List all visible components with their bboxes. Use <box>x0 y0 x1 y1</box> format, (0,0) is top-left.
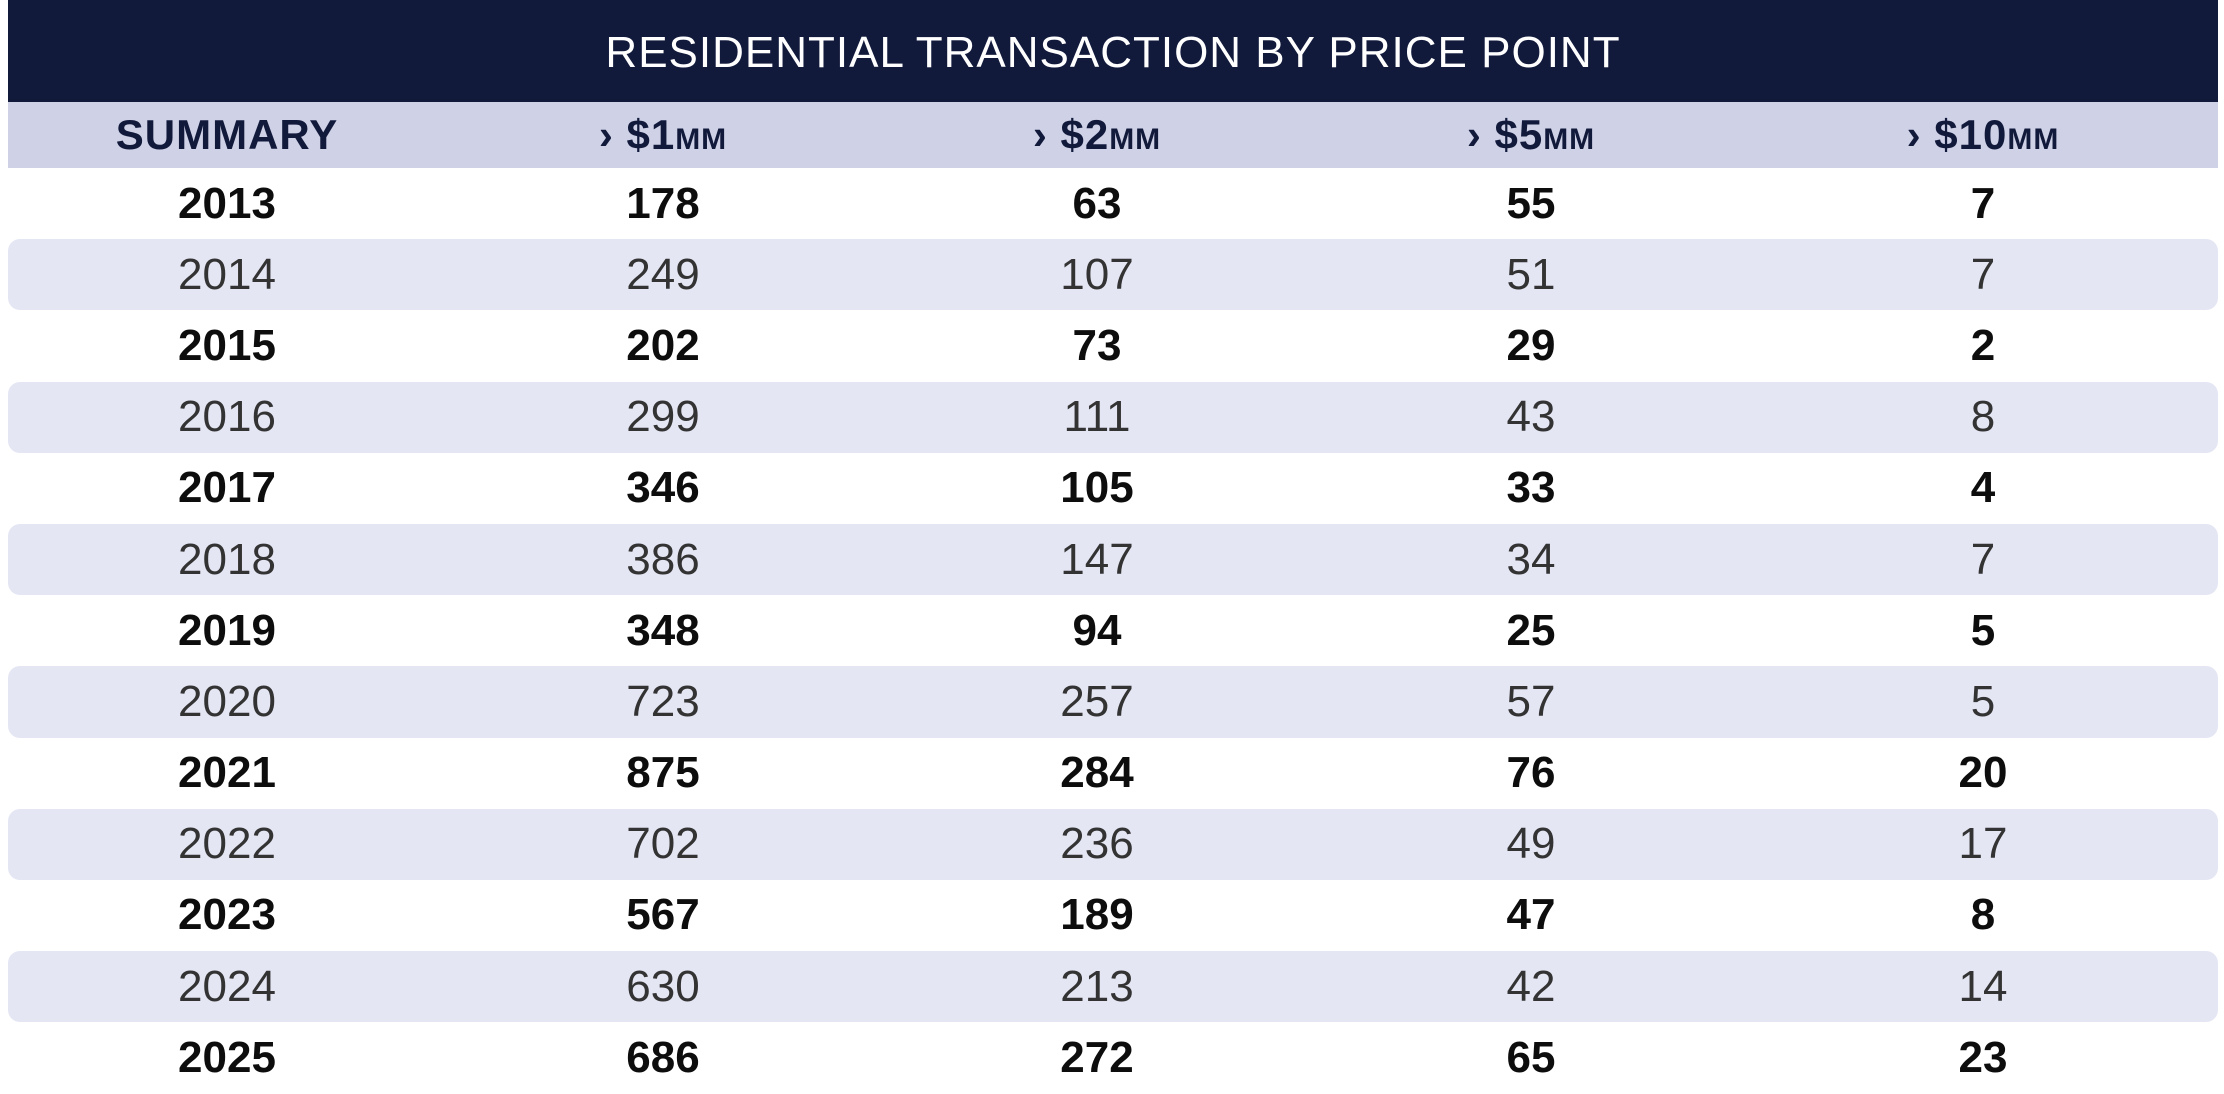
cell-5mm: 51 <box>1506 249 1556 299</box>
cell-2mm: 94 <box>1072 605 1122 655</box>
cell-2mm: 284 <box>1060 748 1134 798</box>
table-row: 2019 348 94 25 5 <box>8 595 2218 667</box>
cell-5mm: 34 <box>1506 534 1556 584</box>
table-row: 2014 249 107 51 7 <box>8 239 2218 311</box>
table-title-bar: RESIDENTIAL TRANSACTION BY PRICE POINT <box>8 0 2218 102</box>
cell-2mm: 63 <box>1072 178 1122 228</box>
cell-10mm: 20 <box>1958 748 2008 798</box>
table-row: 2013 178 63 55 7 <box>8 168 2218 240</box>
cell-1mm: 702 <box>626 819 700 869</box>
header-5mm-unit: MM <box>1543 123 1596 156</box>
cell-5mm: 33 <box>1506 463 1556 513</box>
header-5mm-label: › $5 <box>1466 111 1544 158</box>
cell-1mm: 299 <box>626 392 700 442</box>
cell-5mm: 25 <box>1506 605 1556 655</box>
cell-2mm: 236 <box>1060 819 1134 869</box>
cell-year: 2021 <box>178 748 276 798</box>
cell-5mm: 76 <box>1506 748 1556 798</box>
cell-1mm: 686 <box>626 1032 700 1082</box>
cell-10mm: 5 <box>1970 605 1996 655</box>
cell-1mm: 567 <box>626 890 700 940</box>
header-2mm-label: › $2 <box>1032 111 1110 158</box>
cell-year: 2017 <box>178 463 276 513</box>
table-row: 2018 386 147 34 7 <box>8 523 2218 596</box>
cell-1mm: 723 <box>626 676 700 726</box>
cell-10mm: 7 <box>1970 249 1996 299</box>
header-2mm: › $2MM <box>880 111 1314 159</box>
cell-year: 2024 <box>178 961 276 1011</box>
table-row: 2025 686 272 65 23 <box>8 1022 2218 1094</box>
cell-10mm: 4 <box>1970 463 1996 513</box>
cell-10mm: 14 <box>1958 961 2008 1011</box>
cell-2mm: 73 <box>1072 320 1122 370</box>
cell-1mm: 202 <box>626 320 700 370</box>
cell-2mm: 107 <box>1060 249 1134 299</box>
cell-2mm: 272 <box>1060 1032 1134 1082</box>
cell-10mm: 7 <box>1970 178 1996 228</box>
cell-year: 2013 <box>178 178 276 228</box>
cell-10mm: 17 <box>1958 819 2008 869</box>
transaction-table: RESIDENTIAL TRANSACTION BY PRICE POINT S… <box>8 0 2218 1094</box>
cell-year: 2020 <box>178 676 276 726</box>
cell-10mm: 2 <box>1970 320 1996 370</box>
header-10mm-unit: MM <box>2007 123 2060 156</box>
header-1mm-unit: MM <box>675 123 728 156</box>
header-1mm: › $1MM <box>446 111 880 159</box>
cell-year: 2016 <box>178 392 276 442</box>
cell-1mm: 348 <box>626 605 700 655</box>
cell-5mm: 42 <box>1506 961 1556 1011</box>
table-body: 2013 178 63 55 7 2014 249 107 51 7 2015 … <box>8 168 2218 1094</box>
cell-year: 2018 <box>178 534 276 584</box>
cell-10mm: 23 <box>1958 1032 2008 1082</box>
cell-1mm: 875 <box>626 748 700 798</box>
table-row: 2024 630 213 42 14 <box>8 951 2218 1023</box>
cell-5mm: 47 <box>1506 890 1556 940</box>
cell-year: 2023 <box>178 890 276 940</box>
cell-10mm: 8 <box>1970 392 1996 442</box>
cell-2mm: 105 <box>1060 463 1134 513</box>
cell-10mm: 7 <box>1970 534 1996 584</box>
cell-2mm: 213 <box>1060 961 1134 1011</box>
cell-5mm: 43 <box>1506 392 1556 442</box>
cell-year: 2025 <box>178 1032 276 1082</box>
table-row: 2021 875 284 76 20 <box>8 737 2218 809</box>
cell-2mm: 189 <box>1060 890 1134 940</box>
header-2mm-unit: MM <box>1109 123 1162 156</box>
cell-year: 2015 <box>178 320 276 370</box>
cell-1mm: 249 <box>626 249 700 299</box>
cell-year: 2022 <box>178 819 276 869</box>
cell-1mm: 386 <box>626 534 700 584</box>
header-summary-label: SUMMARY <box>115 111 339 158</box>
cell-5mm: 65 <box>1506 1032 1556 1082</box>
cell-year: 2019 <box>178 605 276 655</box>
header-row: SUMMARY › $1MM › $2MM › $5MM › $10MM <box>8 102 2218 168</box>
cell-1mm: 630 <box>626 961 700 1011</box>
cell-10mm: 8 <box>1970 890 1996 940</box>
cell-2mm: 147 <box>1060 534 1134 584</box>
header-5mm: › $5MM <box>1314 111 1748 159</box>
table-row: 2023 567 189 47 8 <box>8 879 2218 952</box>
cell-10mm: 5 <box>1970 676 1996 726</box>
cell-1mm: 178 <box>626 178 700 228</box>
cell-5mm: 29 <box>1506 320 1556 370</box>
table-row: 2022 702 236 49 17 <box>8 808 2218 880</box>
table-row: 2015 202 73 29 2 <box>8 310 2218 382</box>
table-row: 2017 346 105 33 4 <box>8 452 2218 524</box>
cell-2mm: 257 <box>1060 676 1134 726</box>
cell-year: 2014 <box>178 249 276 299</box>
cell-5mm: 57 <box>1506 676 1556 726</box>
cell-2mm: 111 <box>1063 392 1131 442</box>
header-summary: SUMMARY <box>8 111 446 159</box>
table-row: 2016 299 111 43 8 <box>8 381 2218 453</box>
header-10mm-label: › $10 <box>1906 111 2008 158</box>
table-row: 2020 723 257 57 5 <box>8 666 2218 738</box>
header-10mm: › $10MM <box>1748 111 2218 159</box>
header-1mm-label: › $1 <box>598 111 676 158</box>
cell-5mm: 49 <box>1506 819 1556 869</box>
table-title: RESIDENTIAL TRANSACTION BY PRICE POINT <box>605 28 1621 77</box>
cell-5mm: 55 <box>1506 178 1556 228</box>
cell-1mm: 346 <box>626 463 700 513</box>
